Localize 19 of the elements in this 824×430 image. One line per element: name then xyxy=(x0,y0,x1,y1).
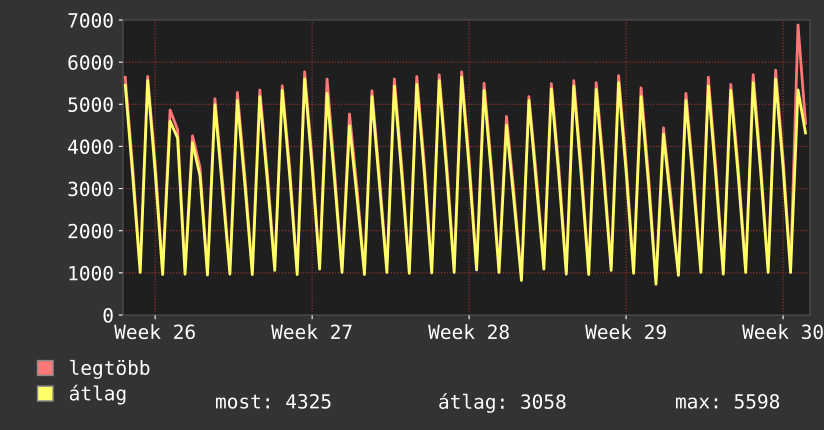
y-tick-label: 5000 xyxy=(68,97,113,112)
y-tick-label: 2000 xyxy=(68,224,113,238)
y-tick-label: 0 xyxy=(104,308,113,323)
y-tick-label: 4000 xyxy=(68,139,113,154)
y-tick-label: 6000 xyxy=(68,55,113,70)
legend-label: átlag xyxy=(70,384,126,404)
x-tick-label: Week 27 xyxy=(271,324,352,340)
x-tick-label: Week 30 xyxy=(742,324,823,340)
text: most: 4325 xyxy=(216,394,331,409)
x-tick-label: Week 26 xyxy=(114,324,195,340)
x-tick-label: Week 29 xyxy=(585,324,666,340)
text: átlag: 3058 xyxy=(439,393,566,413)
y-tick-label: 3000 xyxy=(68,182,113,196)
y-tick-label: 7000 xyxy=(68,13,113,28)
x-tick-label: Week 28 xyxy=(428,324,509,340)
legend-label: legtöbb xyxy=(70,360,150,379)
text: max: 5598 xyxy=(676,394,780,409)
line-series xyxy=(124,76,807,286)
y-tick-label: 1000 xyxy=(69,266,113,281)
